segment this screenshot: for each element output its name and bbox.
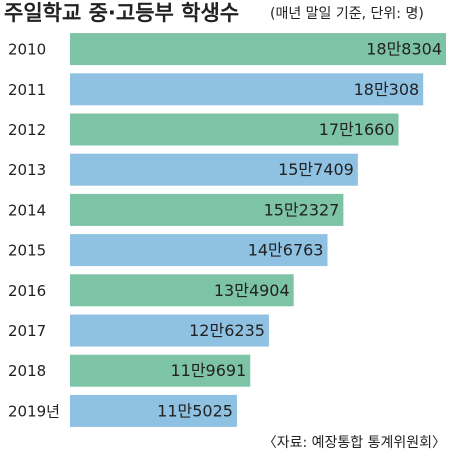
y-tick-label: 2018 — [8, 362, 46, 380]
y-tick-label: 2013 — [8, 161, 46, 179]
bar — [70, 193, 344, 226]
y-tick-label: 2019년 — [8, 402, 60, 420]
value-label: 11만9691 — [170, 361, 246, 380]
bar — [70, 153, 358, 186]
y-tick-label: 2010 — [8, 41, 46, 59]
value-label: 13만4904 — [214, 281, 290, 300]
y-tick-label: 2012 — [8, 121, 46, 139]
bar — [70, 314, 269, 347]
y-tick-label: 2011 — [8, 81, 46, 99]
bar — [70, 274, 294, 307]
y-tick-label: 2014 — [8, 201, 46, 219]
chart-subtitle: (매년 말일 기준, 단위: 명) — [270, 6, 424, 22]
y-tick-label: 2017 — [8, 322, 46, 340]
value-label: 18만8304 — [366, 40, 442, 59]
value-label: 18만308 — [354, 80, 420, 99]
bar — [70, 113, 399, 146]
value-label: 15만7409 — [278, 160, 354, 179]
y-tick-label: 2015 — [8, 242, 46, 260]
bar — [70, 394, 237, 427]
bar — [70, 33, 447, 66]
value-label: 14만6763 — [248, 241, 324, 260]
value-label: 17만1660 — [319, 120, 395, 139]
value-label: 15만2327 — [264, 200, 340, 219]
chart-title: 주일학교 중·고등부 학생수 — [4, 1, 239, 25]
value-label: 12만6235 — [189, 321, 265, 340]
y-tick-label: 2016 — [8, 282, 46, 300]
bar — [70, 354, 251, 387]
bar — [70, 234, 328, 267]
source: 〈자료: 예장통합 통계위원회〉 — [263, 435, 446, 451]
value-label: 11만5025 — [157, 401, 233, 420]
bar — [70, 73, 424, 106]
